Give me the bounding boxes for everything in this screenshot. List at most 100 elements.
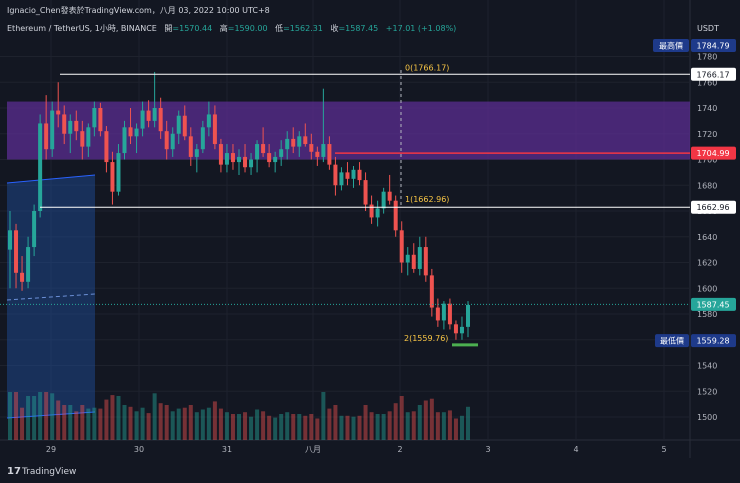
volume-bar [74,411,79,440]
time-tick-label: 5 [661,445,666,454]
price-tick-label: 1500 [697,413,717,422]
candle-body [206,114,211,128]
volume-bar [188,405,193,440]
time-tick-labels: 29 30 31 八月 2 3 4 5 [46,445,667,454]
volume-bar [146,413,151,440]
candle-body [230,153,235,163]
candle-body [146,110,151,121]
tradingview-logo[interactable]: 17 TradingView [7,466,76,477]
close-value: =1587.45 [338,24,378,33]
candle-body [237,156,241,163]
candle-body [134,128,139,137]
price-tick-label: 1640 [697,233,717,242]
candle-body [92,108,97,128]
high-tag: 最高價 1784.79 [653,39,736,52]
zigzag-label-2: 2(1559.76) [404,334,448,343]
candle-body [200,127,205,150]
volume-bar [140,407,145,440]
candle-body [435,307,440,321]
candle-body [375,208,380,218]
candle-body [212,114,217,145]
volume-bar [128,406,133,440]
brand-name: TradingView [21,467,76,477]
candle-body [387,191,392,201]
volume-bar [212,401,217,440]
publisher-line: Ignacio_Chen發表於TradingView.com，八月 03, 20… [7,5,270,15]
volume-bar [249,416,254,440]
candle-body [285,138,290,150]
resistance-zone[interactable] [7,101,690,160]
candle-body [291,138,296,147]
candle-body [261,144,266,154]
candle-body [20,272,25,282]
price-tick-label: 1780 [697,53,717,62]
volume-bar [387,411,392,440]
volume-bar [20,407,25,440]
volume-bar [327,408,332,440]
candle-body [176,115,181,134]
candle-body [255,144,260,160]
candle-body [459,326,464,334]
level-tag-1705-text: 1704.99 [696,149,729,158]
tv-logo-icon: 17 [7,466,21,477]
candle-body [423,247,428,276]
price-tick-label: 1700 [697,156,717,165]
candle-body [68,120,73,134]
candle-body [369,204,374,218]
time-tick-label: 31 [222,445,232,454]
candle-body [56,110,61,115]
candle-body [164,131,169,150]
candle-body [351,169,356,179]
level-tag-1663: 1662.96 [691,200,736,214]
candle-body [224,153,229,165]
level-tag-1766: 1766.17 [691,67,736,81]
volume-bar [44,392,49,440]
volume-bar [291,414,296,440]
volume-bar [369,412,374,440]
high-tag-price: 1784.79 [696,42,729,51]
volume-bar [170,411,175,440]
price-tick-label: 1600 [697,284,717,293]
volume-bar [453,418,458,440]
currency-label: USDT [697,24,719,33]
volume-bar [321,392,326,440]
volume-bar [50,393,55,440]
last-price-tag-text: 1587.45 [696,300,729,309]
high-tag-label: 最高價 [659,41,683,51]
candle-body [441,303,446,321]
open-value: =1570.44 [172,24,212,33]
candle-body [315,151,320,157]
zigzag-label-0: 0(1766.17) [405,63,449,72]
candle-body [411,254,416,269]
range-box-top-edge [6,174,96,184]
price-tick-label: 1680 [697,181,717,190]
volume-bar [466,406,470,440]
low-value: =1562.31 [283,24,323,33]
price-tick-label: 1740 [697,104,717,113]
candle-body [188,136,193,157]
candle-body [104,131,109,163]
price-tick-label: 1760 [697,78,717,87]
volume-bar [68,405,73,440]
volume-bar [267,415,272,440]
plot-area [0,0,690,458]
candle-body [279,149,284,157]
candle-body [194,149,199,157]
volume-bar [152,393,157,440]
volume-bar [164,405,169,440]
candle-body [110,162,115,192]
volume-bar [122,405,127,440]
volume-bar [237,414,241,440]
candle-body [297,136,302,147]
volume-bar [447,410,452,440]
candle-body [273,156,278,163]
price-tick-label: 1580 [697,310,717,319]
price-tick-label: 1520 [697,387,717,396]
candle-body [218,144,223,165]
candle-body [122,127,127,154]
candle-body [50,110,55,150]
candle-body [405,254,410,263]
volume-bar [363,405,368,440]
price-tick-label: 1540 [697,362,717,371]
